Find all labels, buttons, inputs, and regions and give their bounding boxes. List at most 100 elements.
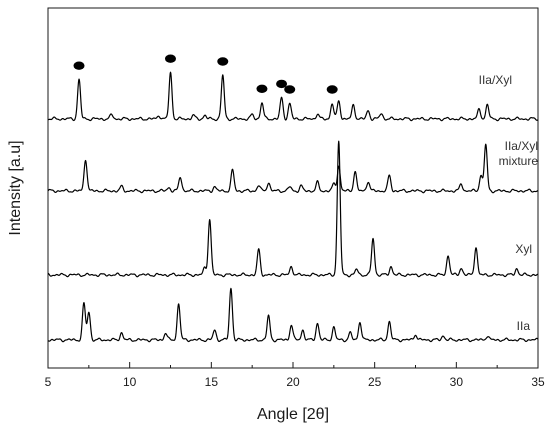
peak-point (317, 323, 318, 324)
peak-point (268, 182, 269, 183)
peak-point (180, 176, 181, 177)
series-iia (47, 287, 539, 343)
peak-point (281, 97, 282, 98)
peak-point (443, 335, 444, 336)
peak-point (222, 75, 223, 76)
peak-point (209, 218, 210, 219)
peak-point (479, 109, 480, 110)
peak-point (121, 186, 122, 187)
peak-point (83, 303, 84, 304)
peak-point (289, 186, 290, 187)
peak-point (461, 267, 462, 268)
peak-point (258, 185, 259, 186)
peak-point (178, 303, 179, 304)
series-line (47, 143, 539, 194)
series-line (47, 140, 539, 278)
peak-point (289, 103, 290, 104)
peak-point (485, 144, 486, 145)
series-label-line: IIa/Xyl (479, 73, 512, 87)
peak-point (301, 185, 302, 186)
series-label: IIa/Xyl mixture (499, 139, 539, 168)
peak-point (168, 187, 169, 188)
peak-point (359, 321, 360, 322)
series-xyl (47, 140, 539, 278)
peak-point (332, 103, 333, 104)
peak-point (389, 175, 390, 176)
peak-point (381, 113, 382, 114)
plot-frame (47, 7, 539, 369)
peak-point (480, 175, 481, 176)
x-tick-label: 15 (205, 375, 219, 389)
plot-area-border (47, 7, 539, 369)
peak-point (230, 288, 231, 289)
peak-point (170, 72, 171, 73)
series-label-line: IIa (517, 319, 531, 333)
peak-point (487, 335, 488, 336)
peak-point (338, 141, 339, 142)
peak-marker (73, 61, 85, 70)
series-line (47, 287, 539, 343)
peak-point (333, 327, 334, 328)
peak-point (461, 183, 462, 184)
peak-point (350, 332, 351, 333)
x-tick-label: 20 (286, 375, 300, 389)
peak-markers (73, 54, 338, 94)
peak-point (232, 169, 233, 170)
peak-point (204, 115, 205, 116)
series-label-line: Xyl (515, 242, 532, 256)
peak-marker (217, 57, 229, 66)
x-axis-title: Angle [2θ] (257, 406, 329, 423)
peak-point (317, 182, 318, 183)
peak-point (415, 334, 416, 335)
y-axis-title: Intensity [a.u] (7, 140, 24, 235)
peak-point (516, 268, 517, 269)
peak-point (333, 183, 334, 184)
peak-point (354, 171, 355, 172)
peak-point (261, 102, 262, 103)
peak-point (356, 269, 357, 270)
peak-point (214, 186, 215, 187)
peak-point (487, 104, 488, 105)
peak-point (302, 330, 303, 331)
x-tick-label: 10 (123, 375, 137, 389)
peak-point (475, 246, 476, 247)
x-tick-label: 35 (531, 375, 545, 389)
x-tick-label: 30 (450, 375, 464, 389)
peak-point (448, 255, 449, 256)
peak-marker (276, 79, 288, 89)
peak-point (372, 238, 373, 239)
peak-point (165, 332, 166, 333)
peak-point (111, 114, 112, 115)
peak-point (204, 267, 205, 268)
peak-point (368, 110, 369, 111)
series-label: IIa (517, 319, 531, 333)
peak-point (88, 311, 89, 312)
x-tick-label: 25 (368, 375, 382, 389)
peak-marker (284, 85, 296, 94)
peak-point (214, 330, 215, 331)
series-line (47, 71, 539, 122)
peak-marker (165, 54, 176, 63)
series-label-line: mixture (499, 154, 539, 168)
peak-point (258, 249, 259, 250)
series-label: IIa/Xyl (479, 73, 512, 87)
series-iia-xyl (47, 71, 539, 122)
series-iia-xyl-mixture (47, 143, 539, 194)
series-label: Xyl (515, 242, 532, 256)
series-label-line: IIa/Xyl (505, 139, 538, 153)
peak-marker (256, 84, 268, 94)
peak-point (158, 115, 159, 116)
x-tick-label: 5 (45, 375, 52, 389)
peak-point (368, 181, 369, 182)
peak-marker (326, 85, 338, 94)
peak-point (252, 114, 253, 115)
peak-point (78, 79, 79, 80)
peak-point (193, 115, 194, 116)
peak-point (291, 266, 292, 267)
peak-point (268, 316, 269, 317)
peak-point (353, 104, 354, 105)
peak-point (338, 100, 339, 101)
peak-point (85, 158, 86, 159)
